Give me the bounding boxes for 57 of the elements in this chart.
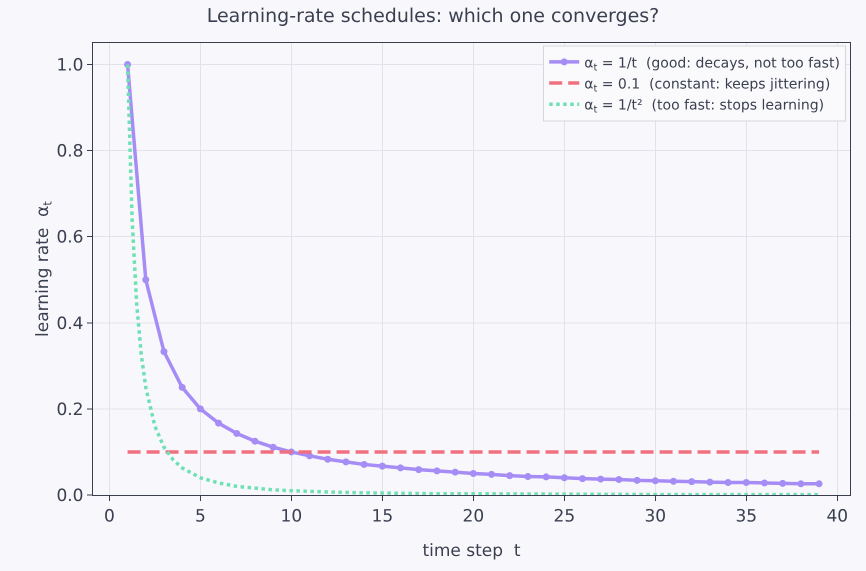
x-tick-label: 30 <box>644 506 666 526</box>
point <box>670 478 677 485</box>
point <box>415 466 422 474</box>
y-tick-label: 0.4 <box>56 314 84 334</box>
x-tick-label: 15 <box>372 506 394 526</box>
legend-label: α$_{t}$ = 1/t (good: decays, not too fast) <box>584 55 840 74</box>
point <box>652 477 659 484</box>
x-tick-label: 0 <box>104 506 115 526</box>
legend-label: α$_{t}$ = 0.1 (constant: keeps jittering) <box>584 76 830 94</box>
point <box>178 384 186 391</box>
point <box>251 438 258 445</box>
point <box>688 478 696 486</box>
point <box>196 405 204 412</box>
point <box>488 470 496 478</box>
point <box>342 458 350 466</box>
x-tick-label: 10 <box>280 506 302 526</box>
y-tick-label: 0.0 <box>56 486 84 506</box>
y-tick-label: 0.6 <box>56 228 84 248</box>
point <box>779 480 786 487</box>
x-axis-title: time step t <box>422 541 521 562</box>
point <box>524 472 532 480</box>
point <box>760 479 768 486</box>
point <box>215 420 222 427</box>
point <box>597 476 604 483</box>
point <box>306 452 314 460</box>
x-tick-label: 35 <box>735 506 758 526</box>
x-tick-label: 20 <box>462 506 484 526</box>
point <box>615 476 622 483</box>
point <box>506 472 514 480</box>
point <box>142 276 150 284</box>
x-tick-label: 5 <box>194 506 206 526</box>
x-tick-label: 40 <box>826 506 848 526</box>
point <box>433 467 440 474</box>
point <box>270 444 277 451</box>
point <box>397 464 404 472</box>
point <box>579 475 586 482</box>
point <box>452 468 459 476</box>
point <box>542 473 550 480</box>
point <box>233 430 240 437</box>
point <box>742 479 750 486</box>
point <box>797 480 804 488</box>
point <box>324 456 332 463</box>
point <box>706 478 714 486</box>
y-tick-label: 1.0 <box>56 55 84 76</box>
point <box>634 476 641 484</box>
point <box>378 462 386 470</box>
point <box>560 474 568 482</box>
point <box>816 480 823 488</box>
x-tick-label: 25 <box>553 506 576 526</box>
point <box>470 470 477 477</box>
point <box>160 348 168 356</box>
point <box>360 460 368 468</box>
y-tick-label: 0.2 <box>56 400 84 420</box>
chart-title: Learning-rate schedules: which one converges? <box>206 4 660 27</box>
point <box>724 479 732 486</box>
y-tick-label: 0.8 <box>56 142 84 162</box>
legend-label: α$_{t}$ = 1/t² (too fast: stops learning) <box>584 98 824 116</box>
